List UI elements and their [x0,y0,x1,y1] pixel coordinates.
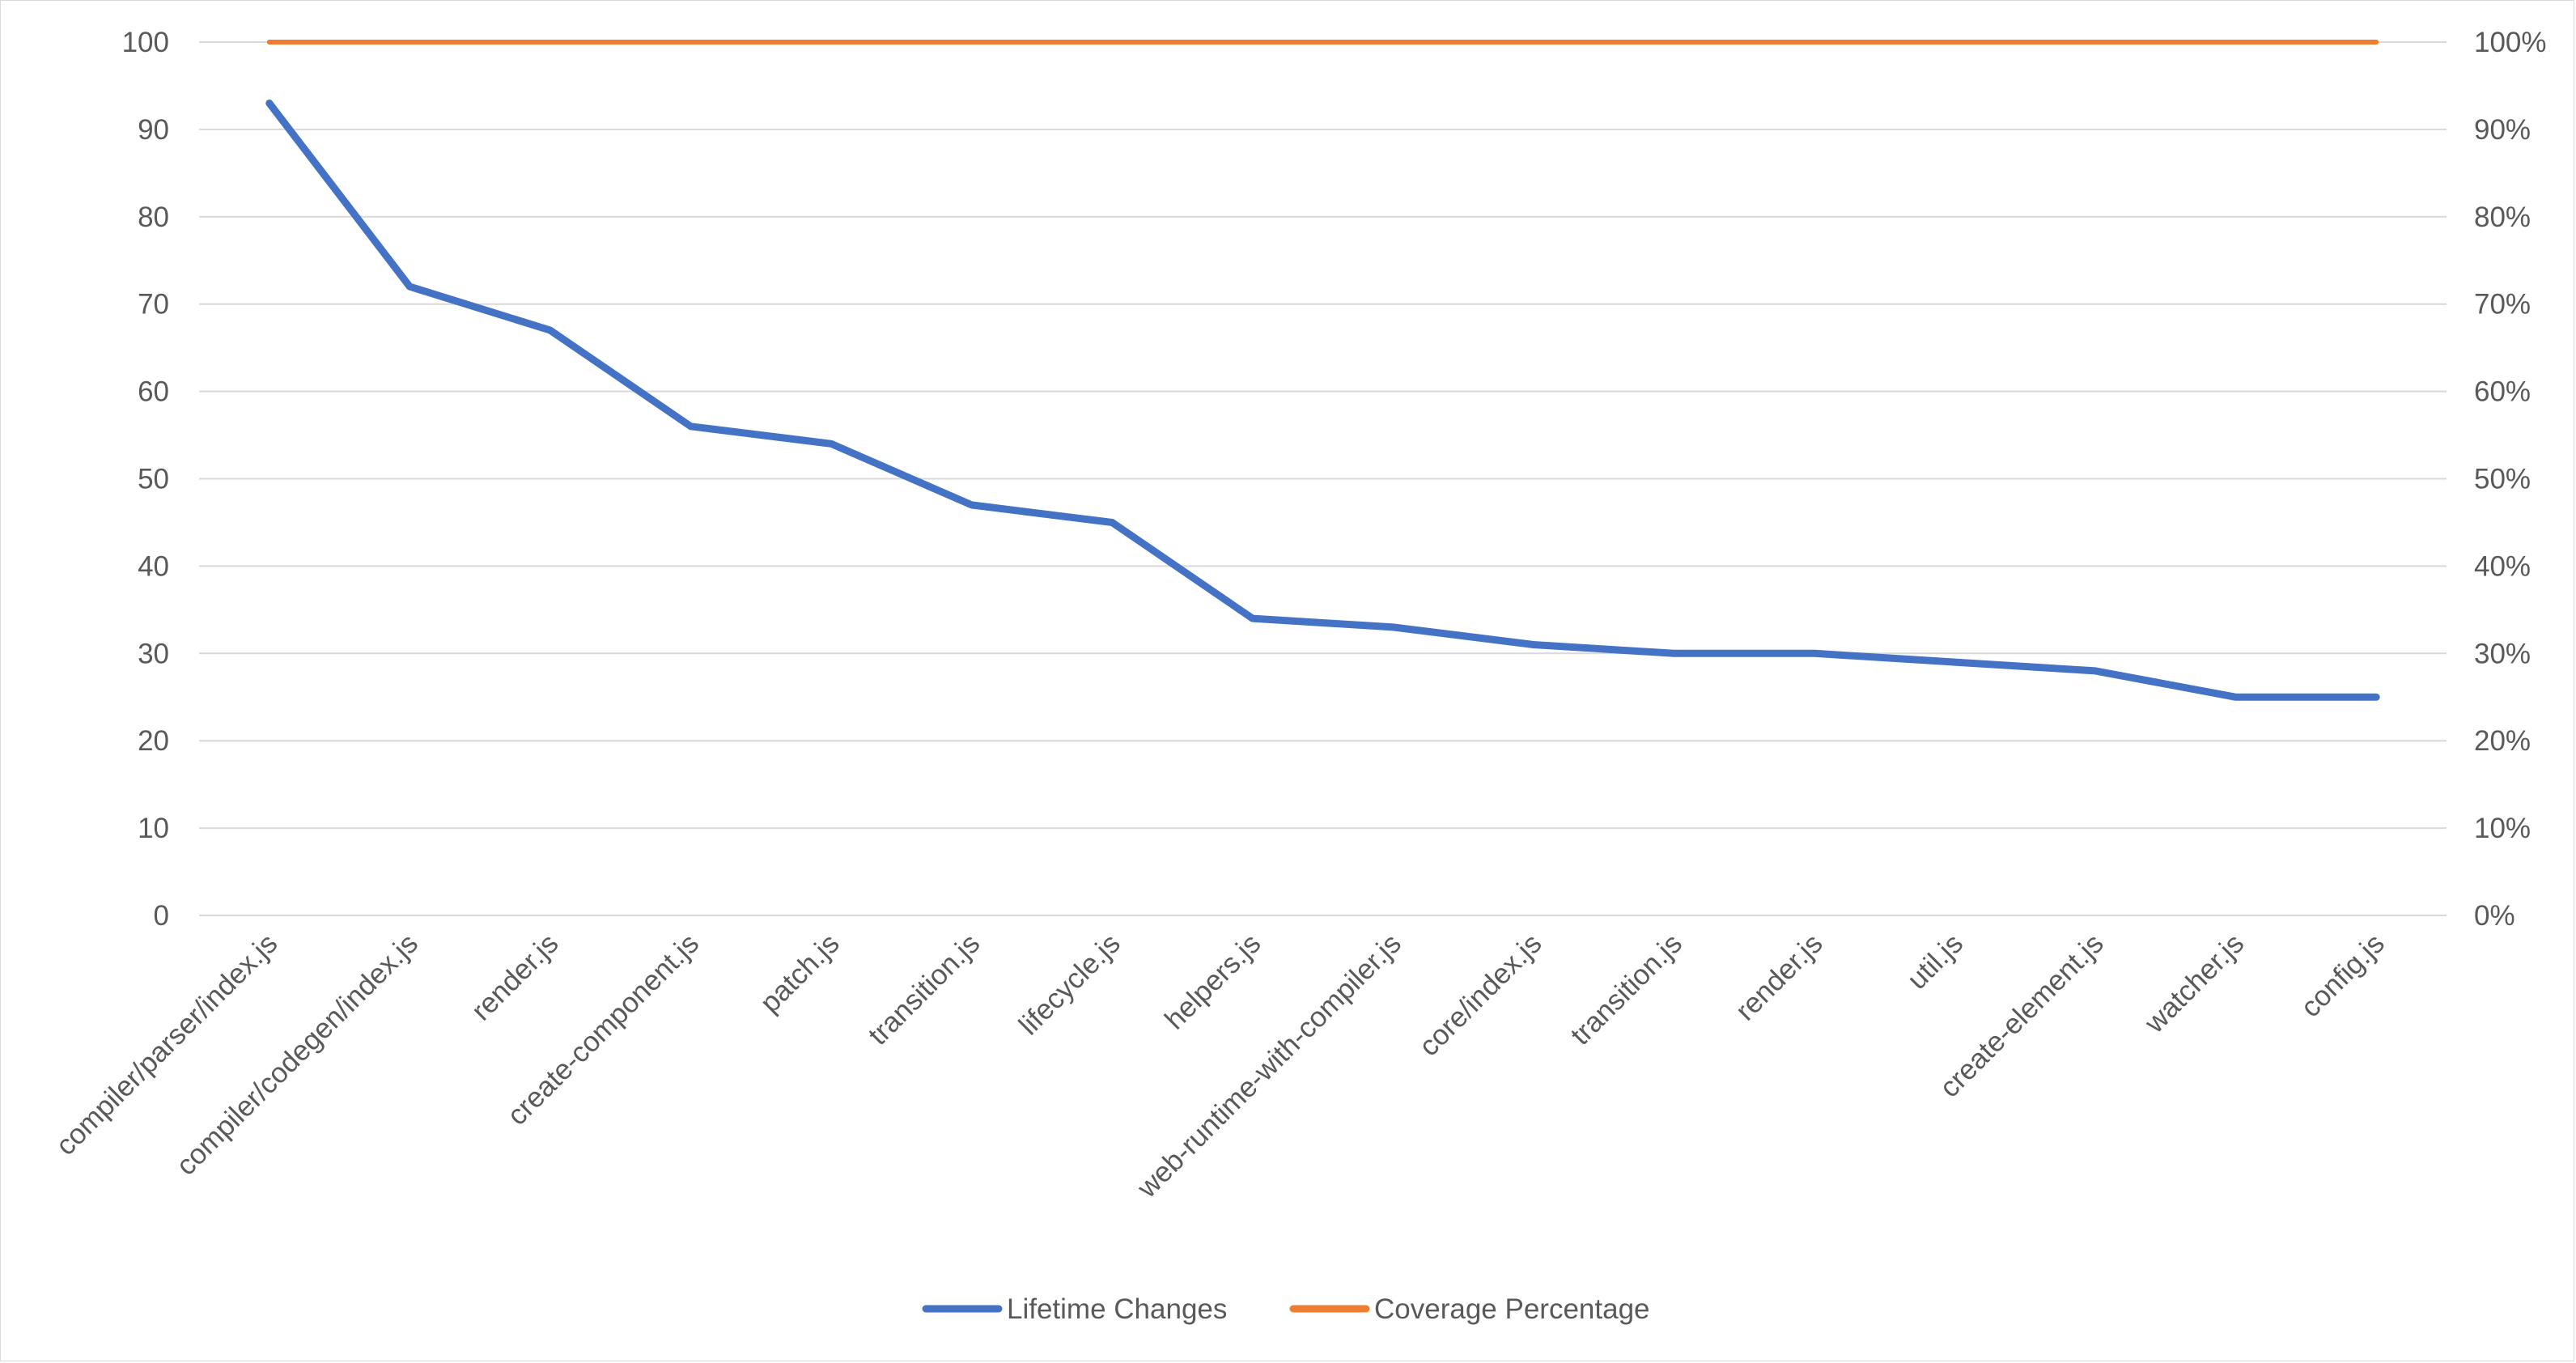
x-category-label: compiler/parser/index.js [50,928,284,1161]
y-tick-label: 10 [138,813,169,844]
y2-tick-label: 20% [2474,725,2531,757]
y-axis-left: 0 10 20 30 40 50 60 70 80 90 100 [122,27,169,932]
x-category-label: render.js [1729,928,1829,1027]
y-tick-label: 70 [138,289,169,321]
gridlines [199,41,2447,916]
x-category-label: util.js [1901,928,1969,996]
series-line-lifetime-changes [265,100,2380,701]
y2-tick-label: 100% [2474,27,2547,58]
x-category-label: helpers.js [1159,928,1267,1035]
y-tick-label: 50 [138,464,169,495]
x-category-label: transition.js [1564,928,1688,1051]
y-tick-label: 40 [138,550,169,582]
y2-tick-label: 70% [2474,289,2531,321]
legend-label: Coverage Percentage [1374,1293,1650,1325]
y2-tick-label: 60% [2474,376,2531,408]
y2-tick-label: 30% [2474,638,2531,669]
y-tick-label: 100 [122,27,169,58]
x-category-label: patch.js [754,928,846,1019]
y-tick-label: 90 [138,114,169,146]
y2-tick-label: 80% [2474,202,2531,233]
x-category-label: core/index.js [1413,928,1548,1063]
x-category-label: watcher.js [2138,928,2250,1039]
y2-tick-label: 50% [2474,464,2531,495]
y-tick-label: 0 [154,900,169,932]
y-tick-label: 60 [138,376,169,408]
x-category-label: lifecycle.js [1012,928,1126,1041]
y-tick-label: 20 [138,725,169,757]
x-category-label: config.js [2295,928,2391,1023]
legend-label: Lifetime Changes [1007,1293,1227,1325]
x-axis: compiler/parser/index.jscompiler/codegen… [50,928,2391,1204]
x-category-label: render.js [465,928,565,1027]
y2-tick-label: 0% [2474,900,2515,932]
legend: Lifetime Changes Coverage Percentage [922,1293,1650,1325]
y2-tick-label: 10% [2474,813,2531,844]
x-category-label: compiler/codegen/index.js [170,928,424,1182]
x-category-label: web-runtime-with-compiler.js [1131,928,1407,1204]
y2-tick-label: 40% [2474,550,2531,582]
y-axis-right: 0% 10% 20% 30% 40% 50% 60% 70% 80% 90% 100% [2474,27,2547,932]
series-lines [265,40,2380,701]
y-tick-label: 30 [138,638,169,669]
x-category-label: transition.js [862,928,986,1051]
y2-tick-label: 90% [2474,114,2531,146]
y-tick-label: 80 [138,202,169,233]
